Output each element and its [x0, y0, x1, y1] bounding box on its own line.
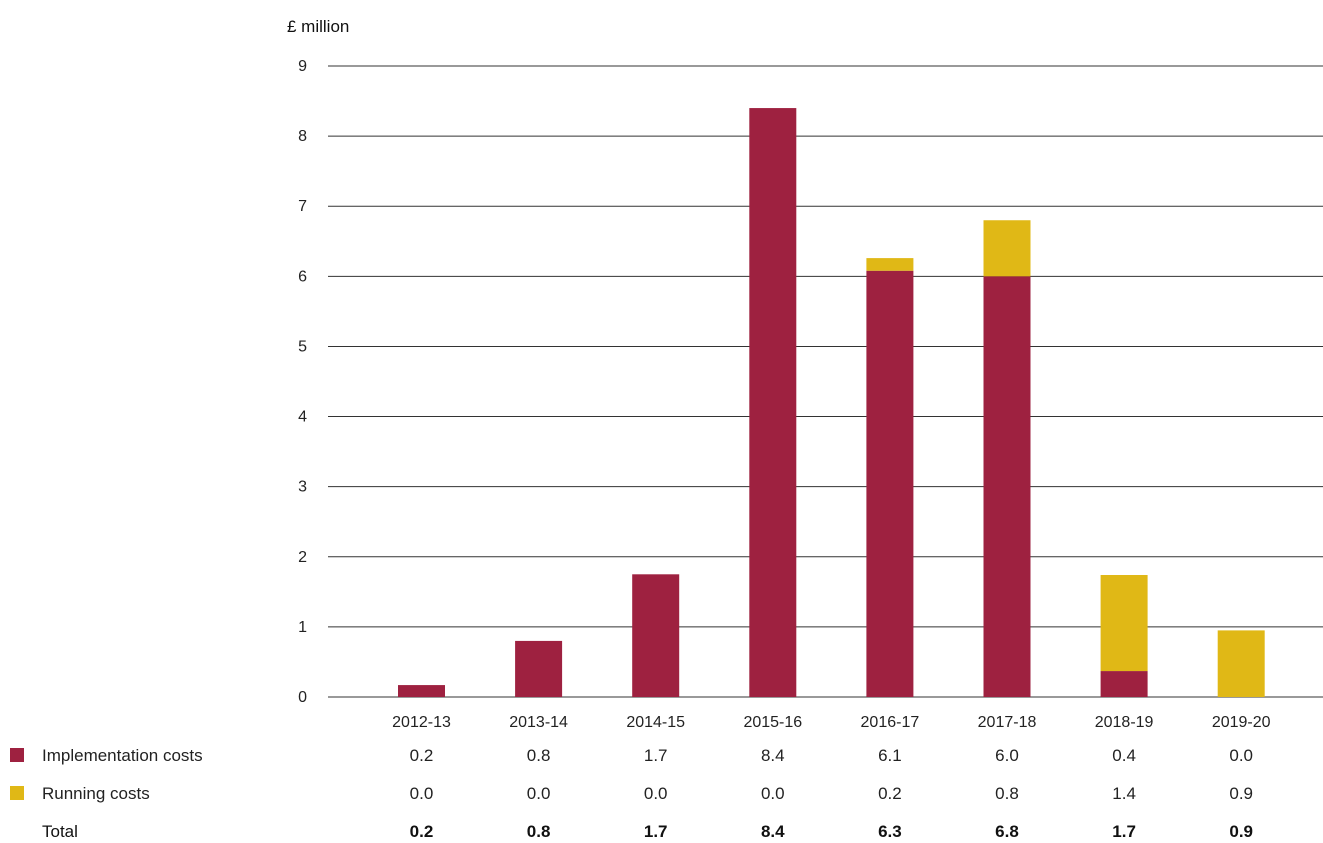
data-label-running-2013-14: 0.0 — [527, 784, 551, 803]
data-label-implementation-2015-16: 8.4 — [761, 746, 785, 765]
x-tick-2013-14: 2013-14 — [509, 714, 568, 731]
data-label-implementation-2018-19: 0.4 — [1112, 746, 1136, 765]
gridlines — [328, 65, 1323, 698]
total-row-label: Total — [42, 822, 78, 841]
y-tick-8: 8 — [298, 128, 307, 145]
data-label-implementation-2013-14: 0.8 — [527, 746, 551, 765]
bar-running-2019-20 — [1217, 630, 1265, 697]
data-label-running-2018-19: 1.4 — [1112, 784, 1136, 803]
y-tick-5: 5 — [298, 338, 307, 355]
data-label-total-2013-14: 0.8 — [527, 822, 551, 841]
bar-implementation-2013-14 — [515, 640, 563, 697]
data-table: Implementation costs 0.2 0.8 1.7 8.4 6.1 6.0 0.… — [10, 746, 1253, 841]
y-tick-9: 9 — [298, 58, 307, 75]
x-tick-labels: 2012-13 2013-14 2014-15 2015-16 2016-17 2017-… — [392, 714, 1271, 731]
x-tick-2017-18: 2017-18 — [978, 714, 1037, 731]
data-label-implementation-2017-18: 6.0 — [995, 746, 1019, 765]
data-label-running-2017-18: 0.8 — [995, 784, 1019, 803]
y-tick-4: 4 — [298, 409, 307, 426]
bar-implementation-2014-15 — [632, 574, 680, 697]
data-label-running-2019-20: 0.9 — [1229, 784, 1253, 803]
bar-running-2016-17 — [866, 258, 914, 271]
data-label-running-2014-15: 0.0 — [644, 784, 668, 803]
legend-label-implementation: Implementation costs — [42, 746, 203, 765]
x-tick-2019-20: 2019-20 — [1212, 714, 1271, 731]
y-tick-2: 2 — [298, 549, 307, 566]
x-tick-2016-17: 2016-17 — [861, 714, 920, 731]
data-label-total-2018-19: 1.7 — [1112, 822, 1136, 841]
bars — [398, 108, 1265, 698]
data-label-total-2017-18: 6.8 — [995, 822, 1019, 841]
bar-implementation-2015-16 — [749, 108, 797, 698]
y-tick-3: 3 — [298, 479, 307, 496]
data-label-running-2012-13: 0.0 — [410, 784, 434, 803]
x-tick-2014-15: 2014-15 — [626, 714, 685, 731]
bar-implementation-2017-18 — [983, 276, 1031, 697]
x-tick-2015-16: 2015-16 — [743, 714, 802, 731]
data-label-total-2019-20: 0.9 — [1229, 822, 1253, 841]
y-tick-labels: 0 1 2 3 4 5 6 7 8 9 — [298, 58, 307, 706]
legend-swatch-running — [10, 786, 24, 800]
bar-implementation-2016-17 — [866, 270, 914, 697]
bar-running-2017-18 — [983, 220, 1031, 277]
legend-label-running: Running costs — [42, 784, 150, 803]
data-label-implementation-2016-17: 6.1 — [878, 746, 902, 765]
data-label-implementation-2019-20: 0.0 — [1229, 746, 1253, 765]
y-tick-1: 1 — [298, 619, 307, 636]
y-tick-6: 6 — [298, 268, 307, 285]
data-label-total-2016-17: 6.3 — [878, 822, 902, 841]
y-axis-label: £ million — [287, 17, 349, 36]
y-tick-0: 0 — [298, 689, 307, 706]
data-label-running-2016-17: 0.2 — [878, 784, 902, 803]
bar-running-2018-19 — [1100, 575, 1148, 672]
data-label-implementation-2012-13: 0.2 — [410, 746, 434, 765]
data-label-implementation-2014-15: 1.7 — [644, 746, 668, 765]
bar-implementation-2018-19 — [1100, 671, 1148, 697]
data-label-total-2015-16: 8.4 — [761, 822, 785, 841]
data-label-running-2015-16: 0.0 — [761, 784, 785, 803]
data-label-total-2014-15: 1.7 — [644, 822, 668, 841]
x-tick-2018-19: 2018-19 — [1095, 714, 1154, 731]
bar-implementation-2012-13 — [398, 685, 445, 697]
y-tick-7: 7 — [298, 198, 307, 215]
data-label-total-2012-13: 0.2 — [410, 822, 434, 841]
legend-swatch-implementation — [10, 748, 24, 762]
x-tick-2012-13: 2012-13 — [392, 714, 451, 731]
